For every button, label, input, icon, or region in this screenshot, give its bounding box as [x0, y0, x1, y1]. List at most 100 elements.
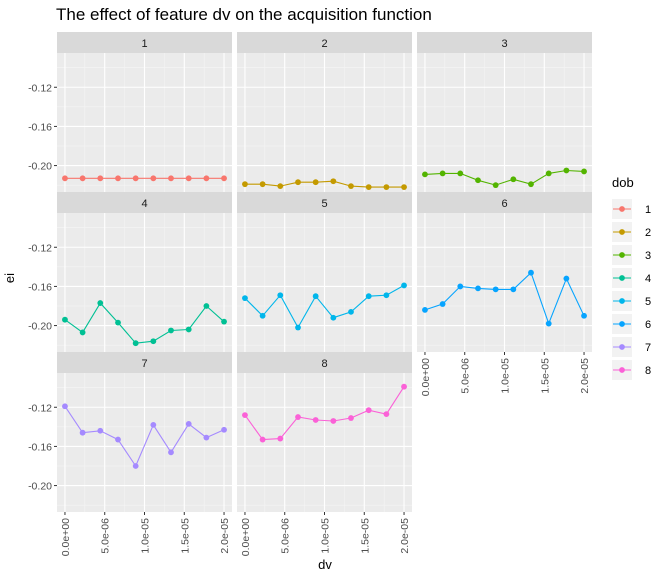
y-tick-label: -0.20 — [28, 321, 52, 333]
legend: dob 1 2 3 4 5 6 7 8 — [612, 175, 651, 380]
data-point — [457, 170, 464, 177]
x-tick-label: 2.0e-05 — [399, 518, 411, 554]
y-tick-label: -0.12 — [28, 242, 52, 254]
data-point — [295, 324, 301, 331]
facet-strip-label: 5 — [321, 198, 327, 210]
data-point — [221, 426, 227, 433]
data-point — [383, 184, 390, 191]
legend-label: 8 — [645, 365, 651, 377]
y-tick-label: -0.12 — [28, 402, 52, 414]
data-point — [79, 329, 86, 336]
data-point — [150, 175, 157, 182]
series-line-3 — [424, 169, 585, 186]
legend-item-1: 1 — [612, 199, 651, 219]
facet-panel-4: 4 — [57, 192, 232, 352]
data-point — [203, 434, 210, 441]
data-point — [97, 427, 104, 434]
data-point — [242, 295, 248, 302]
data-point — [365, 293, 372, 300]
legend-label: 7 — [645, 342, 651, 354]
data-point — [563, 275, 570, 282]
data-point — [528, 181, 534, 188]
data-point — [365, 407, 372, 414]
data-point — [203, 175, 210, 182]
data-point — [581, 168, 587, 175]
x-tick-label: 1.5e-05 — [539, 358, 551, 394]
legend-item-3: 3 — [612, 245, 651, 265]
x-axis-title: dv — [318, 557, 332, 572]
legend-item-2: 2 — [612, 222, 651, 242]
chart-title: The effect of feature dv on the acquisit… — [56, 5, 432, 24]
facet-panel-5: 5 — [237, 192, 412, 352]
data-point — [295, 179, 301, 186]
facet-panel-3: 3 — [417, 32, 592, 192]
y-tick-label: -0.20 — [28, 481, 52, 493]
facet-strip — [237, 32, 412, 53]
legend-key-point — [619, 252, 625, 258]
axes: -0.12 -0.16 -0.20 -0.12 -0.16 -0.20 -0.12 -0.16… — [28, 82, 591, 556]
legend-label: 2 — [645, 227, 651, 239]
data-point — [242, 181, 248, 188]
data-point — [132, 463, 139, 469]
series-line-7 — [64, 405, 225, 468]
facet-strip — [57, 352, 232, 373]
legend-item-8: 8 — [612, 360, 651, 380]
legend-item-4: 4 — [612, 268, 651, 288]
data-point — [277, 435, 284, 442]
x-tick-label: 1.0e-05 — [320, 518, 332, 554]
legend-key-point — [619, 321, 625, 327]
facet-panel-1: 1 — [57, 32, 232, 192]
data-point — [330, 178, 337, 185]
x-tick-label: 1.5e-05 — [179, 518, 191, 554]
x-tick-label: 1.5e-05 — [359, 518, 371, 554]
data-point — [401, 383, 407, 390]
data-point — [277, 183, 284, 190]
x-tick-label: 5.0e-06 — [280, 518, 292, 554]
data-point — [132, 340, 139, 347]
facet-strip-label: 1 — [141, 38, 147, 50]
y-tick-label: -0.20 — [28, 161, 52, 173]
legend-item-5: 5 — [612, 291, 651, 311]
data-point — [475, 285, 481, 292]
data-point — [62, 403, 68, 410]
legend-label: 3 — [645, 250, 651, 262]
facet-strip — [237, 192, 412, 213]
x-tick-label: 0.0e+00 — [60, 518, 72, 556]
y-tick-label: -0.16 — [28, 121, 52, 133]
data-point — [132, 175, 139, 182]
data-point — [168, 449, 174, 456]
data-point — [97, 300, 104, 306]
data-point — [185, 175, 192, 182]
facet-strip-label: 3 — [501, 38, 507, 50]
data-point — [62, 316, 68, 323]
series-line-5 — [244, 284, 405, 329]
legend-key-point — [619, 206, 625, 212]
facet-strip-label: 6 — [501, 198, 507, 210]
data-point — [439, 301, 446, 307]
data-point — [330, 418, 337, 424]
data-point — [185, 421, 192, 427]
data-point — [510, 176, 517, 183]
data-point — [545, 320, 552, 327]
data-point — [295, 414, 301, 420]
y-tick-label: -0.16 — [28, 441, 52, 453]
y-axis-title: ei — [2, 273, 17, 283]
facet-strip — [417, 32, 592, 53]
data-point — [492, 182, 499, 189]
data-point — [348, 415, 354, 421]
data-point — [312, 179, 319, 186]
data-point — [348, 308, 354, 315]
data-point — [510, 286, 517, 293]
data-point — [563, 167, 570, 174]
legend-label: 5 — [645, 296, 651, 308]
data-point — [581, 312, 587, 319]
x-tick-label: 2.0e-05 — [579, 358, 591, 394]
data-point — [221, 175, 227, 182]
legend-key-point — [619, 298, 625, 304]
data-point — [439, 170, 446, 177]
facet-strip-label: 8 — [321, 358, 327, 370]
facet-strip — [57, 32, 232, 53]
data-point — [492, 286, 499, 293]
